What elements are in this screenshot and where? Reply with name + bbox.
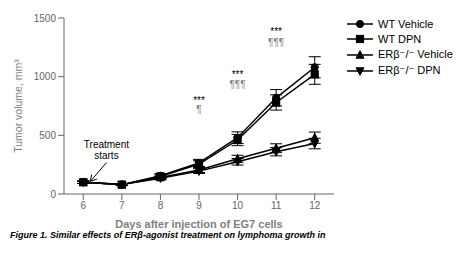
html-text:WT Vehicle: WT Vehicle — [378, 18, 434, 30]
html-text:ERβ⁻/⁻ Vehicle: ERβ⁻/⁻ Vehicle — [378, 48, 453, 60]
html-text:ERβ⁻/⁻ DPN: ERβ⁻/⁻ DPN — [378, 64, 441, 76]
html-text:WT DPN: WT DPN — [378, 33, 422, 45]
svg-text:500: 500 — [39, 130, 56, 141]
svg-text:Tumor volume, mm³: Tumor volume, mm³ — [12, 59, 24, 153]
svg-text:Treatmentstarts: Treatmentstarts — [84, 139, 129, 162]
svg-text:¶: ¶ — [196, 104, 201, 115]
svg-text:8: 8 — [158, 200, 164, 211]
svg-text:6: 6 — [81, 200, 87, 211]
svg-text:9: 9 — [196, 200, 202, 211]
svg-text:10: 10 — [232, 200, 244, 211]
svg-text:***: *** — [270, 26, 282, 37]
svg-text:1500: 1500 — [34, 13, 57, 24]
svg-text:¶¶¶: ¶¶¶ — [230, 79, 246, 90]
svg-text:¶¶¶: ¶¶¶ — [268, 37, 284, 48]
html-text:Figure 1. Similar effects of E: Figure 1. Similar effects of ERβ-agonist… — [10, 230, 326, 240]
svg-text:7: 7 — [119, 200, 125, 211]
svg-text:11: 11 — [271, 200, 282, 211]
svg-text:12: 12 — [309, 200, 321, 211]
svg-text:1000: 1000 — [34, 71, 57, 82]
svg-text:Days after injection of EG7 ce: Days after injection of EG7 cells — [115, 218, 283, 230]
svg-text:0: 0 — [50, 189, 56, 200]
